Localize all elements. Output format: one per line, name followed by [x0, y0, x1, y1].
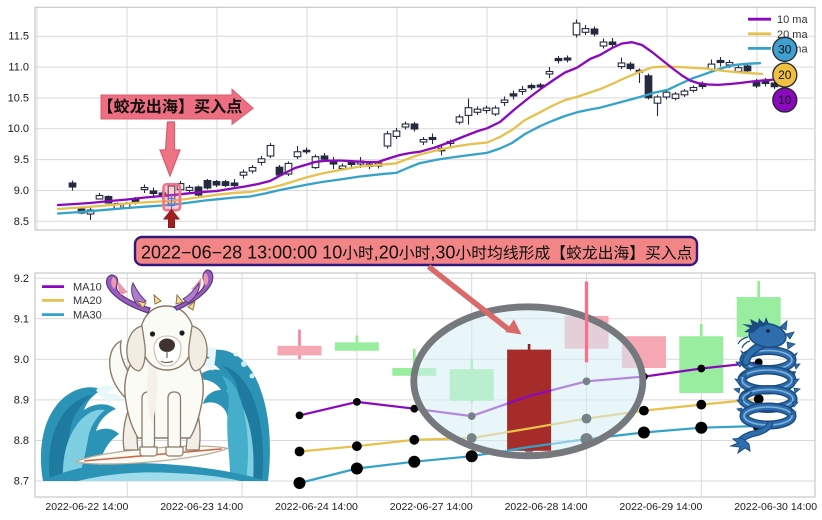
- svg-text:MA30: MA30: [73, 309, 102, 321]
- svg-text:2022-06-28 14:00: 2022-06-28 14:00: [505, 501, 588, 513]
- svg-text:10.0: 10.0: [8, 123, 29, 135]
- svg-text:2022-06-30 14:00: 2022-06-30 14:00: [734, 501, 817, 513]
- svg-text:2022-06-23 14:00: 2022-06-23 14:00: [160, 501, 243, 513]
- svg-text:9.2: 9.2: [14, 273, 29, 285]
- svg-text:10: 10: [778, 93, 792, 107]
- svg-text:8.9: 8.9: [14, 394, 29, 406]
- svg-text:2022-06-29 14:00: 2022-06-29 14:00: [619, 501, 702, 513]
- svg-text:,20: ,20: [374, 243, 399, 263]
- svg-text:MA10: MA10: [73, 281, 102, 293]
- svg-text:2022−06−28 13:00:00 10: 2022−06−28 13:00:00 10: [141, 243, 342, 263]
- svg-text:8.7: 8.7: [14, 476, 29, 488]
- svg-text:11.0: 11.0: [8, 62, 29, 74]
- svg-text:9.0: 9.0: [14, 354, 29, 366]
- svg-text:MA20: MA20: [73, 295, 102, 307]
- svg-text:8.8: 8.8: [14, 435, 29, 447]
- svg-text:2022-06-27 14:00: 2022-06-27 14:00: [390, 501, 473, 513]
- svg-text:,30: ,30: [430, 243, 455, 263]
- svg-text:2022-06-22 14:00: 2022-06-22 14:00: [45, 501, 128, 513]
- svg-text:11.5: 11.5: [8, 31, 29, 43]
- svg-text:2022-06-24 14:00: 2022-06-24 14:00: [275, 501, 358, 513]
- svg-text:10 ma: 10 ma: [777, 14, 808, 26]
- svg-text:30: 30: [778, 43, 792, 57]
- svg-text:20: 20: [778, 68, 792, 82]
- svg-text:9.0: 9.0: [14, 185, 29, 197]
- svg-text:9.1: 9.1: [14, 313, 29, 325]
- svg-text:8.5: 8.5: [14, 216, 29, 228]
- svg-text:9.5: 9.5: [14, 154, 29, 166]
- svg-text:10.5: 10.5: [8, 92, 29, 104]
